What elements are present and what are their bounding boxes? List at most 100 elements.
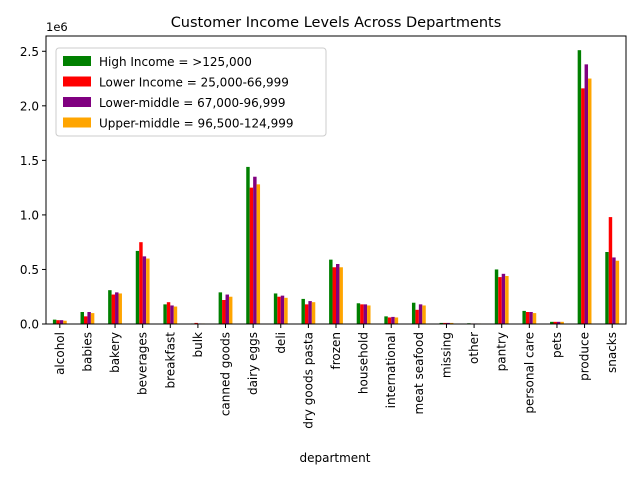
y-tick-label: 0.5 xyxy=(20,263,39,277)
bar xyxy=(581,88,585,324)
legend-swatch xyxy=(63,56,91,66)
bar xyxy=(225,294,229,324)
bar xyxy=(367,305,371,324)
bar xyxy=(584,64,589,324)
bar xyxy=(308,301,312,324)
x-tick-label: other xyxy=(467,332,481,364)
y-tick-label: 2.5 xyxy=(20,45,39,59)
x-tick-label: bakery xyxy=(108,332,122,373)
x-tick-label: breakfast xyxy=(163,332,177,389)
bar xyxy=(553,321,557,324)
x-tick-label: missing xyxy=(439,332,453,378)
legend-box xyxy=(55,47,327,137)
bar xyxy=(356,303,361,324)
y-axis-ticks: 0.0 0.5 1.0 1.5 2.0 2.5 xyxy=(20,45,46,332)
bar xyxy=(115,292,119,324)
bar xyxy=(87,312,91,324)
bar xyxy=(391,316,395,324)
x-tick-label: bulk xyxy=(191,332,205,358)
bar xyxy=(173,306,178,324)
bar xyxy=(277,296,281,324)
series-2 xyxy=(59,64,616,324)
legend-swatch xyxy=(63,76,91,87)
bar xyxy=(142,256,147,324)
y-tick-label: 0.0 xyxy=(20,318,39,332)
bar xyxy=(418,304,423,324)
bar xyxy=(90,313,95,324)
series-1 xyxy=(56,88,613,324)
bar xyxy=(80,312,84,324)
y-tick-label: 2.0 xyxy=(20,99,39,113)
bar xyxy=(56,320,60,324)
bar xyxy=(166,302,171,324)
legend-entry-label: Lower-middle = 67,000-96,999 xyxy=(99,96,285,110)
bar xyxy=(170,305,174,324)
bar xyxy=(360,304,364,324)
bar xyxy=(329,259,333,324)
bar xyxy=(163,304,167,324)
x-tick-label: beverages xyxy=(136,332,150,395)
series-0 xyxy=(52,50,609,324)
x-tick-label: meat seafood xyxy=(412,332,426,414)
bars xyxy=(52,50,620,324)
bar xyxy=(387,317,392,324)
bar xyxy=(246,166,250,324)
bar xyxy=(284,297,288,324)
bar xyxy=(111,294,116,324)
bar xyxy=(146,258,150,324)
x-tick-label: alcohol xyxy=(53,332,67,375)
bar xyxy=(443,322,447,324)
x-tick-label: pantry xyxy=(495,332,509,371)
bar xyxy=(118,293,122,324)
legend-entry-label: Upper-middle = 96,500-124,999 xyxy=(99,117,294,131)
chart-title: Customer Income Levels Across Department… xyxy=(171,15,502,31)
bar xyxy=(332,267,336,324)
bar xyxy=(494,269,499,324)
bar xyxy=(532,313,537,324)
bar xyxy=(605,252,609,324)
bar xyxy=(135,250,140,324)
x-tick-label: produce xyxy=(578,332,592,381)
bar xyxy=(501,273,506,324)
bar xyxy=(394,317,399,324)
bar xyxy=(273,293,278,324)
legend-entry-label: High Income = >125,000 xyxy=(99,55,252,69)
x-tick-label: babies xyxy=(80,332,94,372)
x-axis-label: department xyxy=(300,451,371,465)
plot-frame xyxy=(45,35,627,325)
legend-entry-label: Lower Income = 25,000-66,999 xyxy=(99,76,289,90)
x-axis-ticks: alcohol babies bakery beverages breakfast bul… xyxy=(53,324,619,429)
bar xyxy=(59,320,64,324)
bar xyxy=(280,295,285,324)
bar xyxy=(588,78,592,324)
bar xyxy=(522,310,526,324)
bar xyxy=(253,176,257,324)
bar xyxy=(304,304,309,324)
y-tick-label: 1.0 xyxy=(20,208,39,222)
bar xyxy=(228,296,233,324)
legend-swatch xyxy=(63,97,91,107)
bar xyxy=(256,184,261,324)
bar xyxy=(218,292,223,324)
bar xyxy=(498,277,502,324)
x-tick-label: personal care xyxy=(522,332,536,414)
y-offset-label: 1e6 xyxy=(46,20,68,34)
x-tick-label: international xyxy=(384,332,398,408)
bar xyxy=(446,322,450,324)
bar xyxy=(108,290,112,324)
bar xyxy=(525,312,530,324)
x-tick-label: snacks xyxy=(605,332,619,373)
bar xyxy=(311,302,316,324)
bar xyxy=(139,242,143,324)
x-tick-label: household xyxy=(357,332,371,394)
bar xyxy=(439,322,444,324)
y-tick-label: 1.5 xyxy=(20,154,39,168)
x-tick-label: canned goods xyxy=(219,332,233,416)
bar xyxy=(529,312,533,324)
x-tick-label: dry goods pasta xyxy=(301,332,315,429)
x-tick-label: frozen xyxy=(329,332,343,370)
bar xyxy=(615,260,620,324)
bar xyxy=(411,302,416,324)
